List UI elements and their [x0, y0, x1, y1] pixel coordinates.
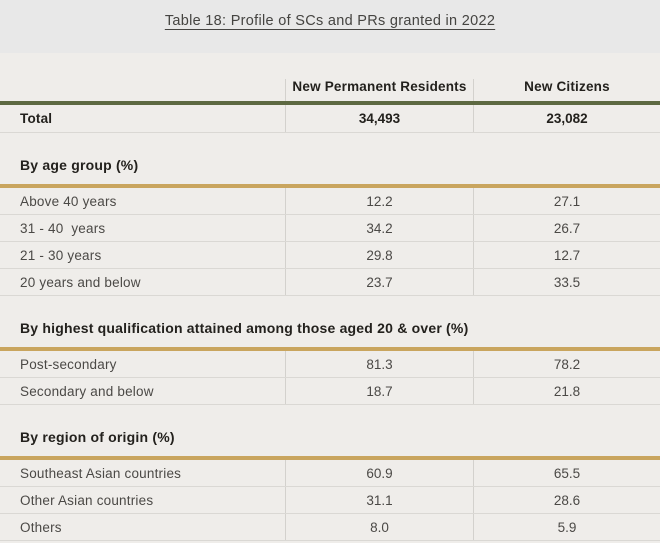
- row-label: Others: [20, 519, 62, 535]
- table-row: 31 - 40 years 34.2 26.7: [0, 215, 660, 242]
- row-value-new-citizens: 26.7: [473, 215, 660, 241]
- row-value-new-permanent-residents: 18.7: [285, 378, 473, 404]
- table-row: 21 - 30 years 29.8 12.7: [0, 242, 660, 269]
- table-row: Other Asian countries 31.1 28.6: [0, 487, 660, 514]
- row-value-new-citizens: 12.7: [473, 242, 660, 268]
- row-value-new-citizens: 33.5: [473, 269, 660, 295]
- row-value-new-permanent-residents: 81.3: [285, 351, 473, 377]
- row-value-new-citizens: 21.8: [473, 378, 660, 404]
- row-value-new-citizens: 27.1: [473, 188, 660, 214]
- total-value-new-permanent-residents: 34,493: [285, 105, 473, 132]
- section-1: By highest qualification attained among …: [0, 318, 660, 405]
- table-header-row: New Permanent Residents New Citizens: [0, 53, 660, 101]
- row-label: Southeast Asian countries: [20, 465, 182, 481]
- row-value-new-citizens: 5.9: [473, 514, 660, 540]
- row-value-new-citizens: 78.2: [473, 351, 660, 377]
- header-rule: [0, 101, 660, 105]
- section-0: By age group (%) Above 40 years 12.2 27.1 31…: [0, 155, 660, 296]
- total-label: Total: [20, 111, 53, 126]
- row-value-new-permanent-residents: 8.0: [285, 514, 473, 540]
- table-title: Table 18: Profile of SCs and PRs granted…: [164, 12, 496, 29]
- total-row: Total 34,493 23,082: [0, 105, 660, 133]
- table-row: Others 8.0 5.9: [0, 514, 660, 541]
- table-row: Southeast Asian countries 60.9 65.5: [0, 460, 660, 487]
- row-value-new-permanent-residents: 31.1: [285, 487, 473, 513]
- section-rule: [0, 184, 660, 188]
- column-header-new-permanent-residents: New Permanent Residents: [285, 79, 473, 101]
- column-header-new-citizens: New Citizens: [473, 79, 660, 101]
- row-label: Above 40 years: [20, 193, 117, 209]
- row-label: Post-secondary: [20, 356, 117, 372]
- table-row: Secondary and below 18.7 21.8: [0, 378, 660, 405]
- row-value-new-citizens: 28.6: [473, 487, 660, 513]
- row-value-new-permanent-residents: 23.7: [285, 269, 473, 295]
- header-empty-cell: [0, 94, 285, 101]
- row-label: 20 years and below: [20, 274, 141, 290]
- total-value-new-citizens: 23,082: [473, 105, 660, 132]
- row-value-new-permanent-residents: 29.8: [285, 242, 473, 268]
- row-value-new-permanent-residents: 34.2: [285, 215, 473, 241]
- row-label: 31 - 40 years: [20, 220, 106, 236]
- row-value-new-permanent-residents: 60.9: [285, 460, 473, 486]
- table-sections: By age group (%) Above 40 years 12.2 27.1 31…: [0, 155, 660, 541]
- row-label: Other Asian countries: [20, 492, 154, 508]
- row-value-new-citizens: 65.5: [473, 460, 660, 486]
- row-label: 21 - 30 years: [20, 247, 102, 263]
- title-strip: Table 18: Profile of SCs and PRs granted…: [0, 0, 660, 53]
- table-row: Post-secondary 81.3 78.2: [0, 351, 660, 378]
- row-value-new-permanent-residents: 12.2: [285, 188, 473, 214]
- section-heading: By region of origin (%): [20, 429, 175, 445]
- table-row: 20 years and below 23.7 33.5: [0, 269, 660, 296]
- section-2: By region of origin (%) Southeast Asian c…: [0, 427, 660, 541]
- table-row: Above 40 years 12.2 27.1: [0, 188, 660, 215]
- section-heading: By age group (%): [20, 157, 139, 173]
- row-label: Secondary and below: [20, 383, 154, 399]
- section-rule: [0, 347, 660, 351]
- section-rule: [0, 456, 660, 460]
- section-heading: By highest qualification attained among …: [20, 320, 469, 336]
- table-panel: New Permanent Residents New Citizens Tot…: [0, 53, 660, 543]
